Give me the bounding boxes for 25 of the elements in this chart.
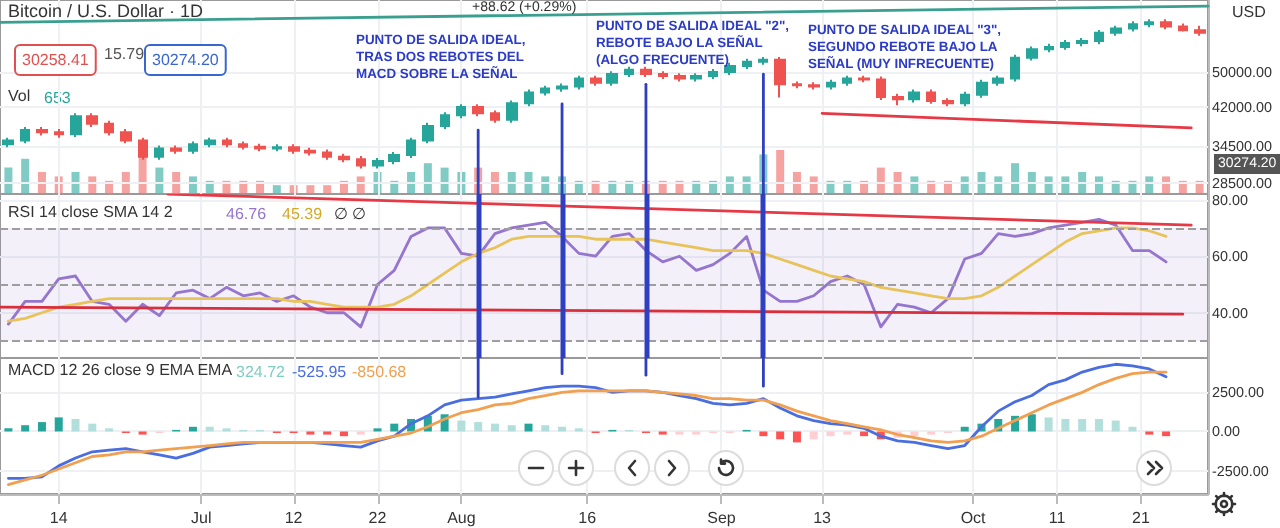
x-tick-label: 12 — [284, 509, 304, 527]
annotation: 15.79 — [104, 45, 146, 63]
chart-title: MACD 12 26 close 9 EMA EMA — [8, 361, 234, 379]
chart-title: Vol — [8, 87, 31, 105]
x-tick-label: Aug — [447, 509, 476, 527]
annotation: ∅ ∅ — [334, 205, 367, 223]
text: RSI 14 close SMA 14 2 — [8, 203, 174, 221]
annotation: -525.95 — [292, 363, 348, 381]
annotation: 324.72 — [236, 363, 287, 381]
annotation: 30258.41 — [22, 51, 90, 69]
x-tick-label: 14 — [49, 509, 69, 527]
annotation: 46.76 — [226, 205, 268, 223]
x-tick-label: Jul — [191, 509, 212, 527]
x-tick-label: 11 — [1048, 509, 1067, 527]
text: USD — [1232, 3, 1267, 21]
x-tick-label: 22 — [368, 509, 388, 527]
annotation: 45.39 — [282, 205, 324, 223]
chart-title: Bitcoin / U.S. Dollar · 1D — [8, 1, 205, 21]
x-tick-label: 16 — [578, 509, 598, 527]
x-tick-label: 21 — [1131, 509, 1151, 527]
annotation: 30274.20 — [152, 51, 220, 69]
x-tick-label: Oct — [960, 509, 988, 527]
x-tick-label: Sep — [707, 509, 737, 527]
x-tick-label: 13 — [813, 509, 833, 527]
annotation: -850.68 — [352, 363, 408, 381]
